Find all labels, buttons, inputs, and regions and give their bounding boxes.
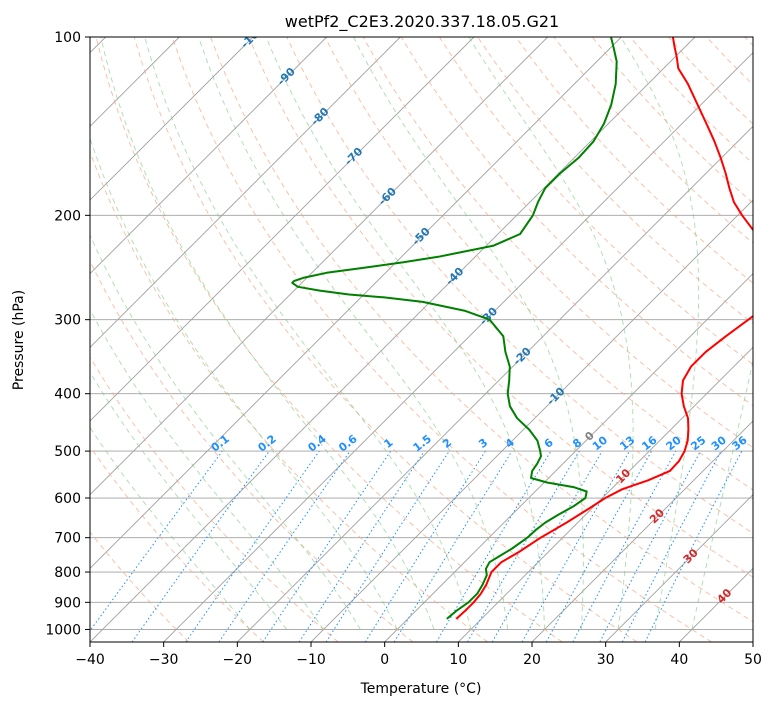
- mixing-ratio-line: [572, 450, 677, 642]
- x-tick-label: 30: [597, 652, 615, 668]
- y-tick-label: 100: [54, 30, 81, 46]
- dry-adiabat-line: [90, 356, 339, 642]
- moist-adiabat-line: [90, 426, 251, 630]
- y-tick-label: 300: [54, 313, 81, 329]
- isotherm-line: [90, 37, 622, 569]
- dry-adiabat-line: [248, 37, 753, 578]
- isotherm-line: [163, 52, 753, 642]
- moist-adiabat-line: [691, 358, 753, 630]
- dry-adiabat-line: [210, 37, 753, 623]
- chart-title: wetPf2_C2E3.2020.337.18.05.G21: [285, 12, 559, 32]
- mixing-ratio-line: [262, 450, 392, 642]
- dry-adiabat-line: [90, 259, 414, 642]
- y-tick-label: 700: [54, 531, 81, 547]
- dry-adiabat-line: [171, 37, 712, 642]
- mixing-ratio-line: [218, 450, 351, 642]
- moist-adiabat-line: [90, 234, 361, 630]
- mixing-ratio-line: [185, 450, 320, 642]
- series-line-1: [291, 37, 618, 620]
- mixing-ratio-line: [325, 450, 450, 642]
- dry-adiabat-line: [439, 37, 753, 365]
- isotherm-line: [90, 37, 401, 348]
- x-tick-label: −10: [296, 652, 326, 668]
- x-axis-title: Temperature (°C): [360, 681, 482, 697]
- isotherm-line: [458, 346, 753, 642]
- x-tick-label: −40: [75, 652, 105, 668]
- x-tick-label: 50: [744, 652, 762, 668]
- moist-adiabat-line: [265, 37, 546, 630]
- moist-adiabat-line: [90, 136, 398, 630]
- dry-adiabat-line: [515, 37, 753, 284]
- mixing-ratio-line: [90, 450, 223, 632]
- moist-adiabat-line: [353, 37, 584, 630]
- moist-adiabat-line: [620, 37, 700, 630]
- isotherm-line: [384, 273, 753, 642]
- dry-adiabat-line: [400, 37, 753, 407]
- dry-adiabat-line: [90, 531, 190, 642]
- y-tick-label: 200: [54, 208, 81, 224]
- x-tick-label: −20: [223, 652, 253, 668]
- dry-adiabat-line: [286, 37, 753, 534]
- dry-adiabat-line: [95, 37, 563, 642]
- series-line-0: [455, 37, 753, 620]
- background-lines: [90, 37, 753, 642]
- isotherm-line: [90, 37, 548, 496]
- x-tick-label: 0: [380, 652, 389, 668]
- isotherm-line: [605, 494, 753, 642]
- y-tick-label: 800: [54, 565, 81, 581]
- x-tick-label: 40: [670, 652, 688, 668]
- x-tick-label: −30: [149, 652, 179, 668]
- mixing-ratio-line: [298, 450, 425, 642]
- plot-frame: [89, 36, 754, 643]
- dry-adiabat-line: [133, 37, 638, 642]
- moist-adiabat-line: [90, 371, 288, 630]
- mixing-ratio-line: [131, 450, 270, 642]
- y-tick-label: 400: [54, 387, 81, 403]
- axes: −40 −30 −20 −10 0 10 20 30 40 50 100 200 300 400 500 60…: [45, 30, 762, 668]
- moist-adiabat-line: [468, 37, 634, 630]
- mixing-ratio-line: [644, 450, 743, 642]
- isotherm-line: [90, 37, 254, 201]
- isotherm-line: [531, 420, 753, 642]
- y-axis-title: Pressure (hPa): [11, 290, 27, 390]
- isotherm-line: [90, 37, 696, 642]
- moist-adiabat-line: [100, 37, 435, 630]
- x-tick-label: 20: [523, 652, 541, 668]
- y-tick-label: 1000: [45, 622, 81, 638]
- y-tick-label: 500: [54, 444, 81, 460]
- y-tick-label: 600: [54, 491, 81, 507]
- x-tick-label: 10: [449, 652, 467, 668]
- mixing-ratio-line: [521, 450, 630, 642]
- dry-adiabat-line: [90, 445, 264, 642]
- isotherm-line: [237, 125, 753, 642]
- dry-adiabat-line: [90, 150, 488, 642]
- mixing-ratio-line: [545, 450, 653, 642]
- mixing-ratio-line: [393, 450, 513, 642]
- isotherm-line: [90, 37, 475, 422]
- y-tick-label: 900: [54, 595, 81, 611]
- isotherm-line: [90, 37, 327, 275]
- series-layer: [291, 37, 753, 620]
